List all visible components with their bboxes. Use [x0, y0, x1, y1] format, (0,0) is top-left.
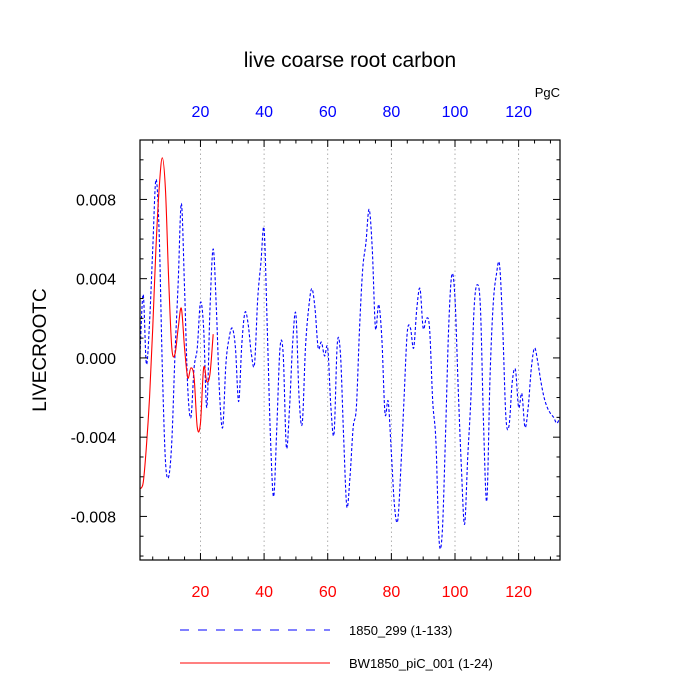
grid-lines [200, 140, 520, 560]
legend-label-2: BW1850_piC_001 (1-24) [349, 656, 493, 671]
legend-label-1: 1850_299 (1-133) [349, 623, 452, 638]
y-tick-label: 0.008 [76, 192, 116, 209]
x-tick-label-bottom: 120 [505, 584, 532, 601]
x-tick-label-bottom: 100 [442, 584, 469, 601]
plot-frame [139, 139, 561, 561]
x-tick-label-bottom: 80 [382, 584, 400, 601]
x-tick-label-top: 120 [505, 104, 532, 121]
x-tick-label-top: 80 [382, 104, 400, 121]
y-tick-label: -0.004 [71, 430, 116, 447]
x-tick-label-bottom: 20 [192, 584, 210, 601]
series-lines [139, 157, 561, 550]
y-tick-label: 0.004 [76, 272, 116, 289]
x-tick-label-top: 60 [319, 104, 337, 121]
x-tick-label-top: 40 [255, 104, 273, 121]
x-tick-label-bottom: 40 [255, 584, 273, 601]
y-tick-label: 0.000 [76, 351, 116, 368]
x-tick-label-top: 20 [192, 104, 210, 121]
y-tick-label: -0.008 [71, 509, 116, 526]
y-axis-label: LIVECROOTC [30, 288, 51, 412]
chart-title: live coarse root carbon [244, 49, 456, 72]
legend: 1850_299 (1-133) BW1850_piC_001 (1-24) [180, 623, 493, 671]
top-axis-unit: PgC [535, 85, 560, 100]
series-line-1 [139, 179, 561, 550]
x-tick-label-top: 100 [442, 104, 469, 121]
axes: 20 20 40 40 60 60 80 80 100 100 120 120 -0.008 -0.004… [71, 104, 560, 601]
series-line-2 [139, 157, 214, 490]
x-tick-label-bottom: 60 [319, 584, 337, 601]
